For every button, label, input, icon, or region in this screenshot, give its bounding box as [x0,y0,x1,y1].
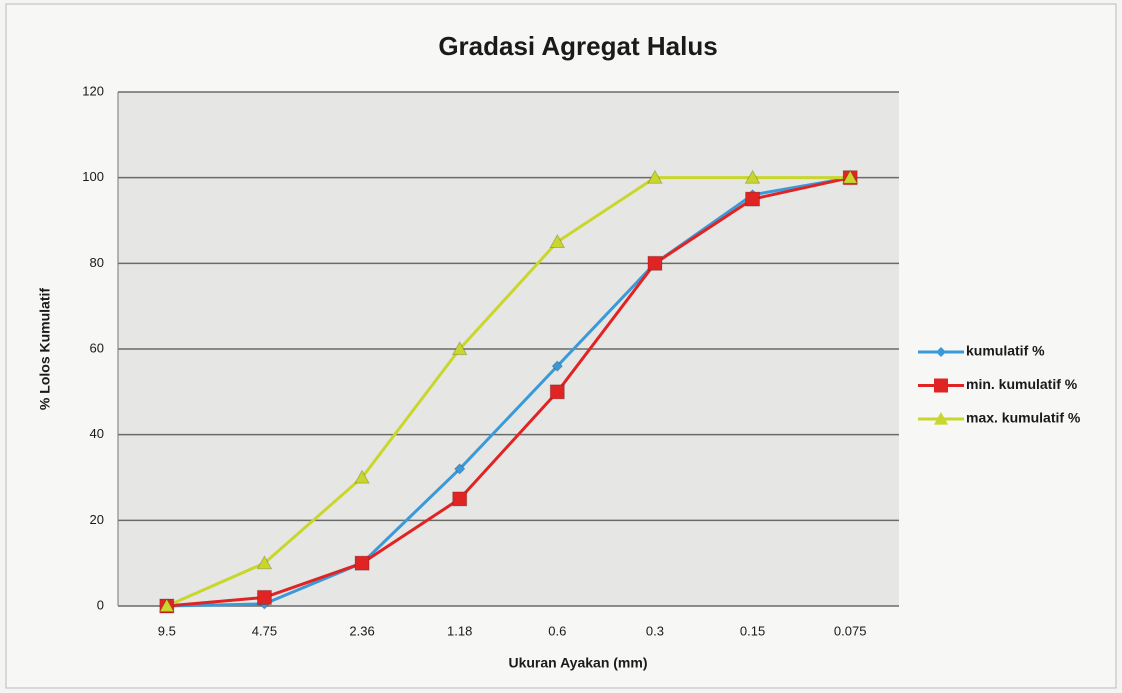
legend-label: max. kumulatif % [966,410,1081,426]
chart-title: Gradasi Agregat Halus [438,31,717,61]
x-tick-label: 0.15 [740,623,765,638]
x-tick-label: 0.3 [646,623,664,638]
x-tick-label: 1.18 [447,623,472,638]
legend-marker [936,347,946,357]
x-tick-label: 9.5 [158,623,176,638]
data-point [745,191,761,207]
y-tick-label: 0 [97,597,104,612]
data-point [549,384,565,400]
x-tick-label: 0.075 [834,623,867,638]
series-line [166,176,851,608]
series-line [166,176,851,608]
y-tick-label: 100 [82,169,104,184]
data-point [744,169,761,184]
y-tick-label: 120 [82,83,104,98]
data-point [842,169,859,184]
data-point [549,233,566,249]
legend-marker [934,378,948,393]
y-tick-label: 40 [90,426,104,441]
series-line [166,176,851,608]
y-axis-label: % Lolos Kumulatif [37,288,53,410]
data-point [453,463,466,475]
legend-marker [934,412,948,425]
data-point [647,169,663,184]
data-point [256,555,273,570]
data-point [647,255,663,271]
x-tick-label: 0.6 [548,623,566,638]
data-point [354,469,370,484]
data-point [551,360,564,372]
legend-label: min. kumulatif % [966,376,1078,392]
y-tick-label: 20 [90,512,104,527]
legend-label: kumulatif % [966,343,1045,359]
data-point [158,597,175,613]
x-tick-label: 4.75 [252,623,277,638]
x-tick-label: 2.36 [349,623,374,638]
y-tick-label: 80 [90,255,104,270]
data-point [354,555,370,571]
data-point [451,340,468,356]
data-point [256,589,272,605]
y-tick-label: 60 [90,340,104,355]
data-point [452,491,468,507]
x-axis-label: Ukuran Ayakan (mm) [508,655,647,671]
